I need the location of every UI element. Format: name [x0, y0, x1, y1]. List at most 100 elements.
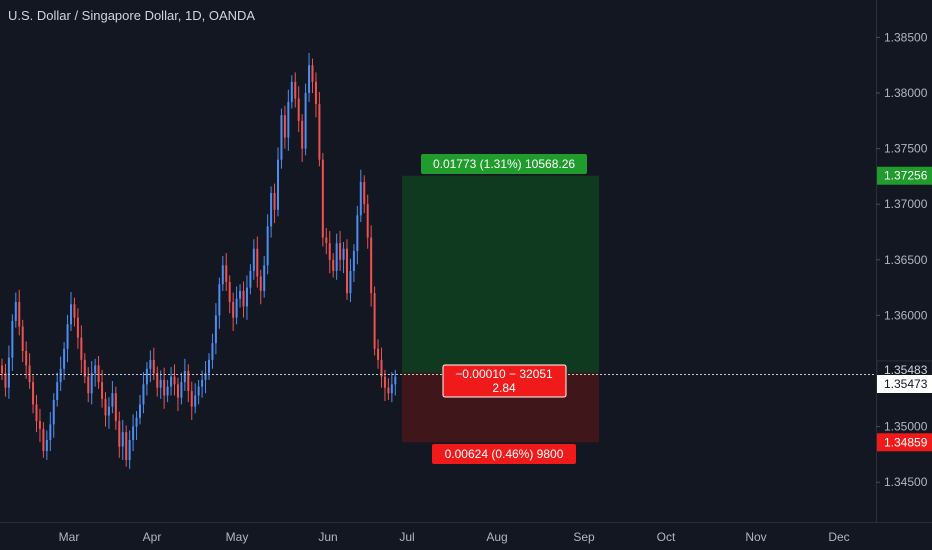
candle-body — [239, 290, 242, 299]
candle-body — [332, 259, 335, 271]
candle-body — [4, 373, 7, 388]
candle-body — [107, 406, 110, 416]
candle-body — [176, 384, 179, 398]
price-tick-label: 1.35000 — [884, 420, 928, 434]
candle-body — [114, 393, 117, 422]
candle-body — [159, 379, 162, 388]
candle-body — [280, 115, 283, 160]
candle-body — [346, 248, 348, 294]
candle-body — [208, 359, 210, 374]
time-tick-label: Mar — [59, 530, 80, 544]
candle-body — [52, 399, 55, 425]
price-tag-current-bg — [877, 375, 932, 394]
time-axis-bg — [0, 522, 932, 550]
candle-body — [38, 421, 41, 429]
candle-body — [1, 365, 3, 374]
candle-body — [225, 265, 228, 283]
candle-body — [380, 359, 383, 377]
price-tick-label: 1.38000 — [884, 86, 928, 100]
candle-body — [359, 181, 362, 216]
candle-body — [14, 302, 17, 321]
candle-body — [45, 439, 48, 452]
time-tick-label: Dec — [828, 530, 849, 544]
candle-body — [73, 304, 76, 318]
price-tag-current: 1.35473 — [884, 377, 928, 391]
time-tick-label: Nov — [745, 530, 766, 544]
candle-body — [356, 215, 359, 251]
candle-body — [383, 376, 386, 388]
candle-body — [352, 250, 355, 271]
candle-body — [145, 368, 148, 385]
candle-body — [308, 65, 311, 93]
candle-body — [287, 101, 290, 138]
profit-zone — [402, 175, 599, 373]
candle-body — [87, 376, 90, 394]
candle-body — [173, 376, 176, 385]
candle-body — [163, 379, 166, 396]
candle-body — [273, 193, 276, 210]
candle-body — [90, 373, 93, 394]
candle-body — [314, 81, 317, 105]
candle-body — [211, 343, 214, 360]
candle-body — [128, 439, 131, 460]
price-tag-stop: 1.34859 — [884, 435, 928, 449]
candle-body — [290, 81, 293, 102]
candle-body — [394, 376, 397, 385]
candle-body — [94, 365, 97, 374]
candle-body — [373, 293, 376, 349]
candle-body — [187, 371, 190, 392]
center-label[interactable]: −0.00010 − 32051 2.84 — [442, 364, 567, 398]
price-tick-label: 1.38500 — [884, 30, 928, 44]
candle-body — [135, 417, 138, 427]
time-tick-label: May — [226, 530, 249, 544]
candle-body — [235, 298, 238, 318]
candle-body — [252, 248, 255, 271]
candle-body — [294, 81, 297, 99]
candle-body — [170, 376, 173, 387]
candle-body — [228, 282, 231, 303]
candle-body — [101, 382, 104, 399]
stop-label-bg — [432, 444, 576, 464]
time-tick-label: Oct — [657, 530, 676, 544]
price-tick-label: 1.37500 — [884, 142, 928, 156]
candle-body — [76, 317, 79, 338]
candle-body — [56, 382, 59, 400]
candle-body — [321, 159, 324, 238]
target-label-bg — [421, 154, 587, 174]
candle-body — [35, 404, 38, 422]
candle-body — [201, 379, 204, 387]
candle-body — [249, 270, 252, 288]
price-tick-label: 1.36000 — [884, 308, 928, 322]
price-tick-label: 1.34500 — [884, 475, 928, 489]
candle-body — [342, 248, 345, 260]
candle-body — [80, 337, 83, 360]
time-axis[interactable]: Mar Apr May Jun Jul Aug Sep Oct Nov Dec — [0, 522, 932, 550]
price-tag-stop-bg — [877, 433, 932, 452]
candle-body — [370, 237, 373, 294]
candle-body — [259, 276, 262, 291]
candle-body — [245, 287, 248, 307]
position-zones — [402, 175, 599, 443]
time-tick-label: Apr — [143, 530, 162, 544]
candle-body — [256, 248, 259, 277]
price-tag-entry: 1.35483 — [884, 363, 928, 377]
candle-body — [166, 386, 169, 396]
candle-body — [7, 357, 10, 388]
candle-body — [339, 243, 342, 260]
candle-body — [66, 324, 69, 349]
candle-body — [221, 265, 224, 285]
candle-body — [311, 65, 314, 82]
stop-label[interactable]: 0.00624 (0.46%) 9800 — [432, 444, 576, 464]
candle-body — [149, 359, 152, 369]
price-axis[interactable]: 1.38500 1.38000 1.37500 1.37000 1.36500 1.360… — [876, 0, 932, 522]
candle-body — [242, 290, 245, 307]
candle-body — [363, 181, 366, 205]
candle-body — [190, 391, 193, 407]
candle-body — [304, 93, 307, 149]
target-label[interactable]: 0.01773 (1.31%) 10568.26 — [421, 154, 587, 174]
candle-body — [11, 320, 14, 358]
candle-body — [111, 393, 114, 407]
candle-body — [301, 120, 304, 149]
candle-body — [83, 359, 86, 377]
